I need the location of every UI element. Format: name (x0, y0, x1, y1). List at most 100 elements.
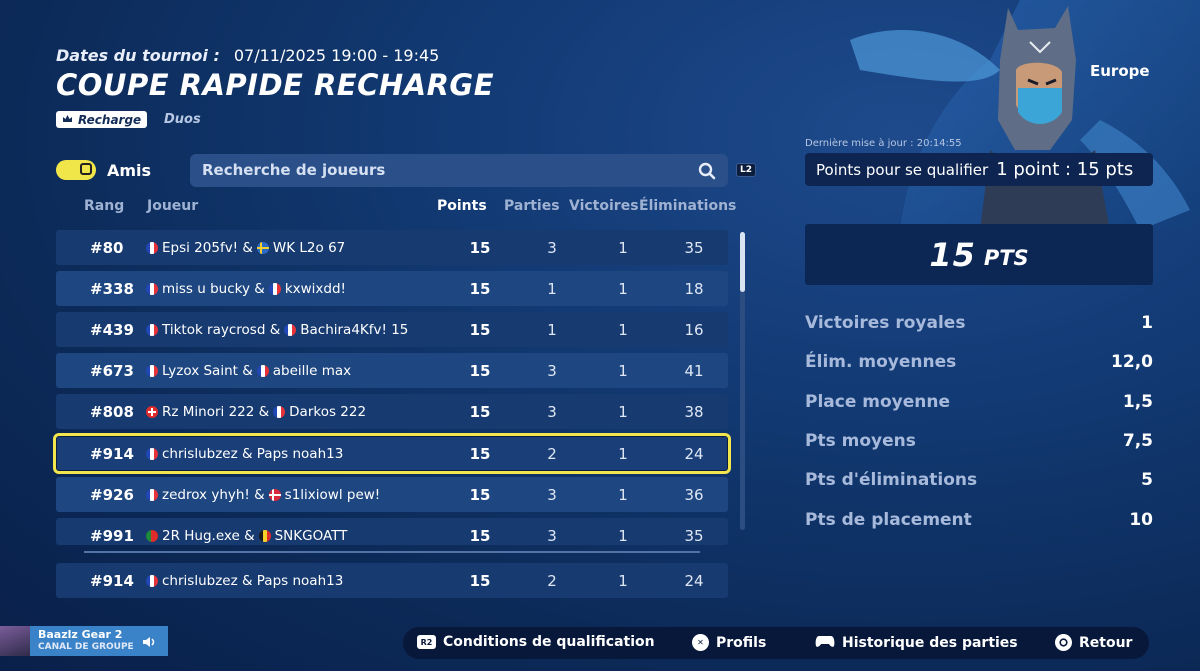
player-1: chrislubzez & Paps noah13 (162, 446, 344, 462)
dates-label: Dates du tournoi : (56, 46, 220, 65)
row-games: 1 (547, 321, 557, 339)
row-elims: 24 (684, 572, 704, 590)
col-elims[interactable]: Éliminations (639, 198, 737, 214)
row-points: 15 (469, 486, 491, 504)
row-player: chrislubzez & Paps noah13 (146, 446, 343, 462)
row-wins: 1 (618, 321, 628, 339)
player-1: Tiktok raycrosd & (162, 322, 281, 338)
flag-icon-fr (146, 324, 158, 336)
player-1: miss u bucky & (162, 281, 265, 297)
region-label: Europe (1090, 62, 1150, 80)
flag-icon-ch (146, 406, 158, 418)
row-player: Epsi 205fv! & WK L2o 67 (146, 240, 345, 256)
table-row[interactable]: #926 zedrox yhyh! & s1lixiowl pew! 15 3 1… (56, 477, 728, 512)
qualification-label: Conditions de qualification (443, 634, 655, 650)
stat-label: Pts de placement (805, 510, 972, 530)
friends-label: Amis (107, 161, 152, 180)
row-wins: 1 (618, 486, 628, 504)
bottom-action-bar (403, 627, 1149, 659)
col-wins[interactable]: Victoires (569, 198, 639, 214)
row-games: 1 (547, 280, 557, 298)
gamepad-icon (815, 634, 835, 652)
character-art (840, 0, 1200, 230)
mode-tag-label: Recharge (78, 112, 142, 127)
row-elims: 35 (684, 527, 704, 545)
r2-button-icon: R2 (417, 635, 436, 649)
stat-row: Pts moyens 7,5 (805, 431, 1153, 455)
dates-value: 07/11/2025 19:00 - 19:45 (233, 46, 440, 65)
l2-button-hint: L2 (736, 163, 756, 177)
player-2: Darkos 222 (289, 404, 367, 420)
col-points[interactable]: Points (437, 198, 487, 214)
flag-icon-fr (146, 489, 158, 501)
player-2: Bachira4Kfv! 15 (300, 322, 409, 338)
search-input[interactable]: Recherche de joueurs (190, 154, 728, 187)
row-games: 3 (547, 403, 557, 421)
history-button[interactable]: Historique des parties (815, 634, 1018, 652)
stat-label: Pts d'éliminations (805, 470, 978, 490)
player-2: abeille max (272, 363, 352, 379)
tournament-title: COUPE RAPIDE RECHARGE (56, 68, 495, 102)
row-games: 3 (547, 239, 557, 257)
party-widget[interactable]: Baazlz Gear 2 CANAL DE GROUPE (0, 626, 168, 656)
row-elims: 41 (684, 362, 704, 380)
scrollbar-track[interactable] (740, 232, 745, 530)
crown-icon (62, 113, 73, 127)
row-points: 15 (469, 403, 491, 421)
stat-row: Victoires royales 1 (805, 313, 1153, 337)
party-member-name: Baazlz Gear 2 (38, 628, 123, 641)
row-rank: #439 (90, 321, 134, 339)
search-icon[interactable] (698, 162, 716, 184)
player-1: Lyzox Saint & (162, 363, 253, 379)
stat-value: 7,5 (1122, 431, 1153, 451)
row-rank: #914 (90, 572, 134, 590)
col-rank: Rang (84, 198, 125, 214)
player-2: WK L2o 67 (272, 240, 346, 256)
flag-icon-fr (146, 575, 158, 587)
stat-value: 10 (1129, 510, 1153, 530)
table-row[interactable]: #673 Lyzox Saint & abeille max 15 3 1 41 (56, 353, 728, 388)
back-button[interactable]: Retour (1055, 634, 1132, 651)
stat-label: Pts moyens (805, 431, 916, 451)
row-rank: #808 (90, 403, 134, 421)
row-elims: 16 (684, 321, 704, 339)
row-wins: 1 (618, 239, 628, 257)
row-games: 3 (547, 362, 557, 380)
scrollbar-thumb[interactable] (740, 232, 745, 292)
row-player: zedrox yhyh! & s1lixiowl pew! (146, 487, 380, 503)
stat-row: Élim. moyennes 12,0 (805, 352, 1153, 376)
row-games: 2 (547, 445, 557, 463)
player-2: s1lixiowl pew! (284, 487, 381, 503)
table-row[interactable]: #338 miss u bucky & kxwixdd! 15 1 1 18 (56, 271, 728, 306)
row-points: 15 (469, 572, 491, 590)
table-row[interactable]: #991 2R Hug.exe & SNKGOATT 15 3 1 35 (56, 518, 728, 545)
col-games[interactable]: Parties (504, 198, 560, 214)
avatar (0, 626, 30, 656)
table-row[interactable]: #439 Tiktok raycrosd & Bachira4Kfv! 15 15… (56, 312, 728, 347)
flag-icon-fr (268, 283, 281, 295)
row-wins: 1 (618, 572, 628, 590)
row-rank: #914 (90, 445, 134, 463)
score-value: 15 (929, 235, 976, 274)
tournament-dates: Dates du tournoi : 07/11/2025 19:00 - 19:… (56, 46, 439, 65)
stat-row: Place moyenne 1,5 (805, 392, 1153, 416)
player-1: 2R Hug.exe & (162, 528, 255, 544)
table-row[interactable]: #80 Epsi 205fv! & WK L2o 67 15 3 1 35 (56, 230, 728, 265)
profiles-button[interactable]: ✕ Profils (692, 634, 766, 651)
friends-toggle[interactable] (56, 160, 96, 180)
row-rank: #673 (90, 362, 134, 380)
row-rank: #338 (90, 280, 134, 298)
row-wins: 1 (618, 527, 628, 545)
flag-icon-fr (146, 283, 158, 295)
row-elims: 24 (684, 445, 704, 463)
table-row-selected[interactable]: #914 chrislubzez & Paps noah13 15 2 1 24 (53, 433, 731, 474)
row-points: 15 (469, 445, 491, 463)
table-row[interactable]: #808 Rz Minori 222 & Darkos 222 15 3 1 38 (56, 394, 728, 429)
score-unit: PTS (983, 245, 1029, 270)
flag-icon-fr (146, 448, 158, 460)
qualification-button[interactable]: R2 Conditions de qualification (417, 634, 655, 650)
self-row[interactable]: #914 chrislubzez & Paps noah13 15 2 1 24 (56, 563, 728, 598)
row-player: 2R Hug.exe & SNKGOATT (146, 528, 347, 544)
flag-icon-fr (146, 242, 158, 254)
flag-icon-dk (268, 489, 281, 501)
